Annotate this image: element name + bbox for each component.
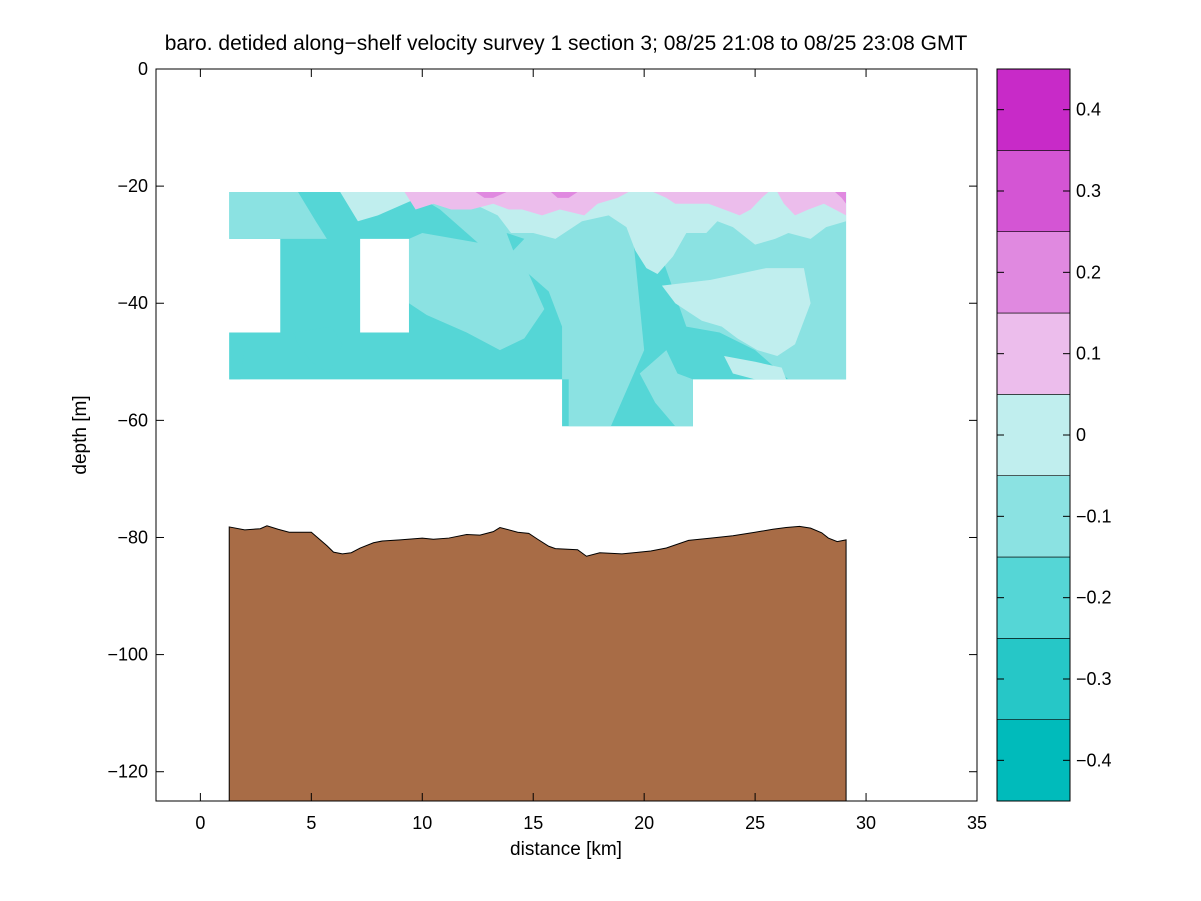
- velocity-contour-region: [411, 191, 645, 427]
- colorbar-tick-label: −0.1: [1076, 506, 1112, 526]
- colorbar-band: [996, 638, 1071, 720]
- velocity-contour-region: [506, 232, 525, 251]
- y-tick-label: −60: [117, 410, 148, 430]
- velocity-contour-region: [724, 355, 787, 380]
- colorbar-band: [996, 68, 1071, 151]
- colorbar-ticks: −0.4 −0.3 −0.2 −0.1 0 0.1 0.2 0.3 0.4: [997, 100, 1112, 770]
- colorbar-tick-label: 0.4: [1076, 100, 1101, 120]
- velocity-contour-region: [229, 326, 247, 380]
- plot-frame: [155, 68, 978, 802]
- y-tick-label: −120: [107, 762, 148, 782]
- velocity-contour-region: [661, 268, 811, 356]
- velocity-contour-region: [229, 191, 327, 239]
- colorbar-band: [996, 231, 1071, 314]
- velocity-contour-region: [639, 350, 693, 427]
- x-tick-label: 5: [306, 813, 316, 833]
- colorbar-band: [996, 719, 1071, 802]
- velocity-contour-region: [550, 191, 578, 198]
- plot-area: 0 5 10 15 20 25 30 35 0 −20 −40 −60 −80 −100 −120: [107, 59, 987, 833]
- velocity-field: [229, 191, 847, 427]
- velocity-contour-region: [293, 326, 343, 374]
- y-tick-label: 0: [138, 59, 148, 79]
- y-axis-ticks: 0 −20 −40 −60 −80 −100 −120: [107, 59, 977, 782]
- y-tick-label: −100: [107, 645, 148, 665]
- colorbar-tick-label: 0.2: [1076, 262, 1101, 282]
- x-axis-ticks: 0 5 10 15 20 25 30 35: [195, 69, 987, 833]
- colorbar-bands: [996, 68, 1071, 802]
- velocity-contour-region: [408, 232, 545, 351]
- y-tick-label: −20: [117, 176, 148, 196]
- x-tick-label: 15: [523, 813, 543, 833]
- colorbar-tick-label: 0.3: [1076, 181, 1101, 201]
- colorbar-tick-label: 0: [1076, 425, 1086, 445]
- velocity-contour-region: [777, 191, 847, 216]
- colorbar-band: [996, 475, 1071, 558]
- colorbar-tick-label: −0.3: [1076, 669, 1112, 689]
- x-tick-label: 30: [856, 813, 876, 833]
- colorbar-band: [996, 150, 1071, 232]
- x-tick-label: 0: [195, 813, 205, 833]
- colorbar-tick-label: −0.4: [1076, 750, 1112, 770]
- colorbar-band: [996, 312, 1071, 395]
- colorbar-band: [996, 556, 1071, 639]
- x-tick-label: 10: [412, 813, 432, 833]
- x-tick-label: 35: [967, 813, 987, 833]
- colorbar-band: [996, 394, 1071, 476]
- x-tick-label: 20: [634, 813, 654, 833]
- x-axis-label: distance [km]: [510, 839, 622, 860]
- x-tick-label: 25: [745, 813, 765, 833]
- velocity-contour-region: [340, 191, 847, 274]
- colorbar-tick-label: −0.2: [1076, 588, 1112, 608]
- chart-title: baro. detided along−shelf velocity surve…: [165, 32, 968, 55]
- velocity-contour-region: [834, 191, 847, 204]
- y-axis-label: depth [m]: [70, 395, 91, 474]
- velocity-contour-region: [653, 191, 769, 216]
- colorbar-tick-label: 0.1: [1076, 344, 1101, 364]
- colorbar: −0.4 −0.3 −0.2 −0.1 0 0.1 0.2 0.3 0.4: [996, 68, 1112, 802]
- velocity-contour-region: [404, 191, 629, 216]
- seafloor-area: [228, 525, 847, 801]
- y-tick-label: −40: [117, 293, 148, 313]
- velocity-contour-region: [475, 191, 507, 198]
- y-tick-label: −80: [117, 527, 148, 547]
